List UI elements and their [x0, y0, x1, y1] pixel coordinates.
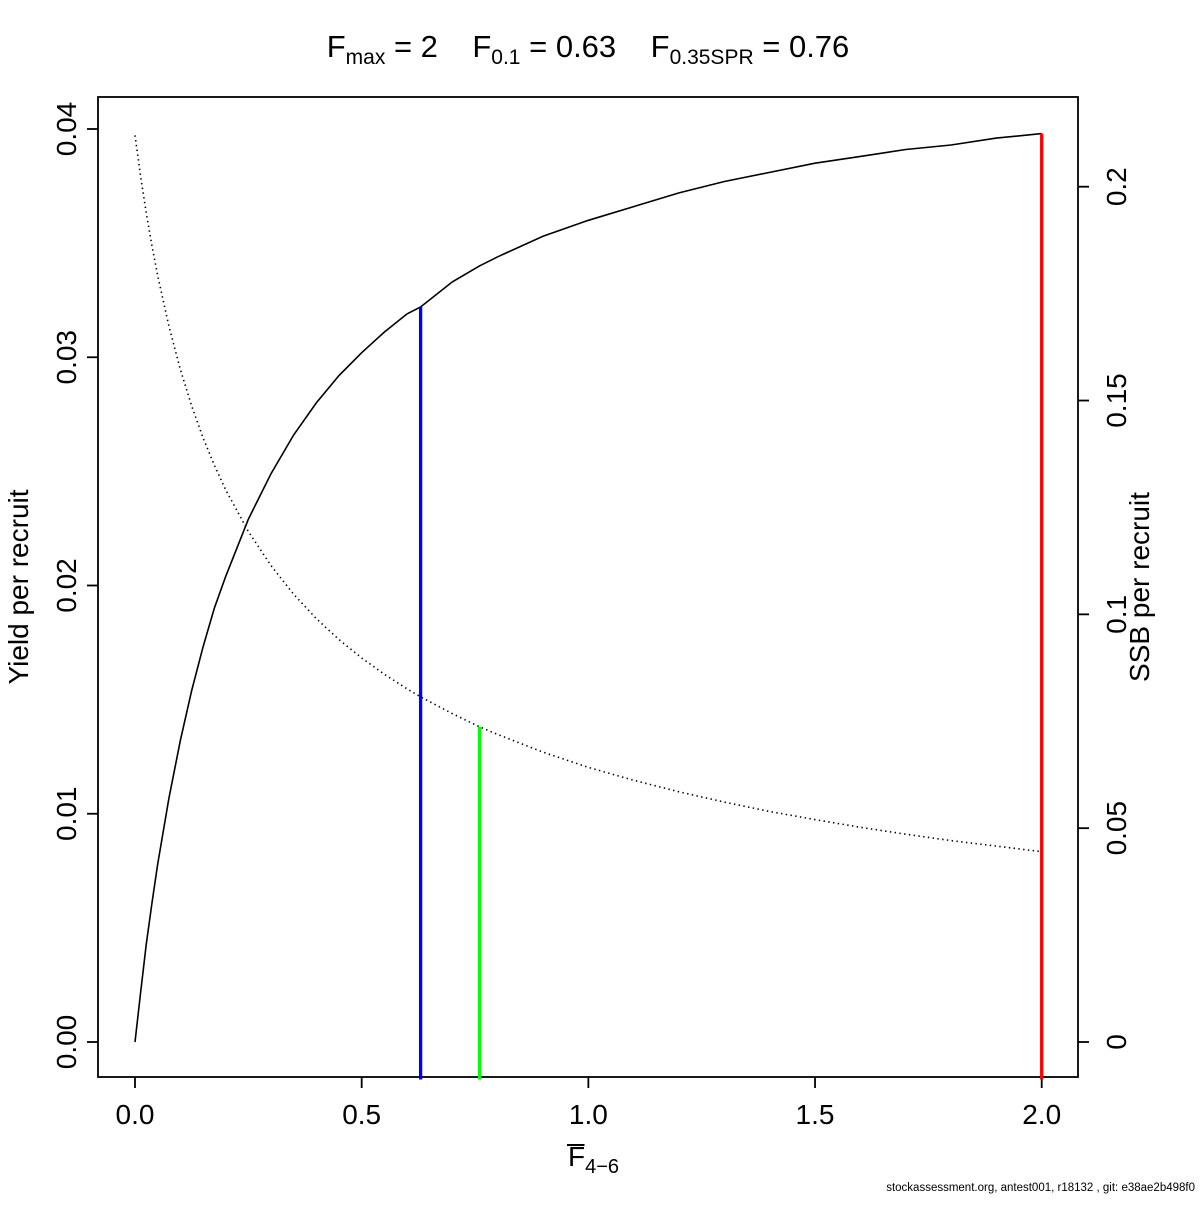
y-left-tick-label: 0.04 [51, 102, 82, 157]
x-axis-tick-label: 0.0 [116, 1099, 155, 1130]
y-right-tick-label: 0.15 [1101, 373, 1132, 428]
chart-curves [134, 132, 1042, 1043]
y-right-tick-label: 0.1 [1101, 595, 1132, 634]
y-left-axis-title: Yield per recruit [3, 489, 34, 684]
x-axis-tick-label: 1.5 [796, 1099, 835, 1130]
footer-attribution: stockassessment.org, antest001, r18132 ,… [886, 1182, 1195, 1194]
y-right-tick-label: 0.05 [1101, 801, 1132, 856]
ssb-per-recruit-curve [134, 135, 1042, 853]
x-axis-tick-label: 2.0 [1022, 1099, 1061, 1130]
y-left-tick-label: 0.03 [51, 330, 82, 385]
y-right-axis-title: SSB per recruit [1124, 492, 1155, 682]
x-axis-tick-label: 0.5 [342, 1099, 381, 1130]
y-right-tick-label: 0 [1101, 1034, 1132, 1050]
x-axis-title-text: F4−6 [568, 1141, 619, 1178]
chart-title: Fmax = 2 F0.1 = 0.63 F0.35SPR = 0.76 [327, 29, 850, 69]
x-axis-title: F4−6 [567, 1141, 619, 1178]
yield-per-recruit-curve [134, 132, 1042, 1043]
y-left-tick-label: 0.01 [51, 787, 82, 842]
x-axis-tick-label: 1.0 [569, 1099, 608, 1130]
plot-box [97, 96, 1079, 1078]
axis-ticks: 0.0 0.5 1.0 1.5 2.0 0.00 0.01 0.02 0.03 0.04 0 0.05… [51, 102, 1132, 1130]
y-left-tick-label: 0.02 [51, 558, 82, 613]
y-left-tick-label: 0.00 [51, 1015, 82, 1070]
reference-lines [418, 133, 1044, 1080]
y-right-tick-label: 0.2 [1101, 167, 1132, 206]
